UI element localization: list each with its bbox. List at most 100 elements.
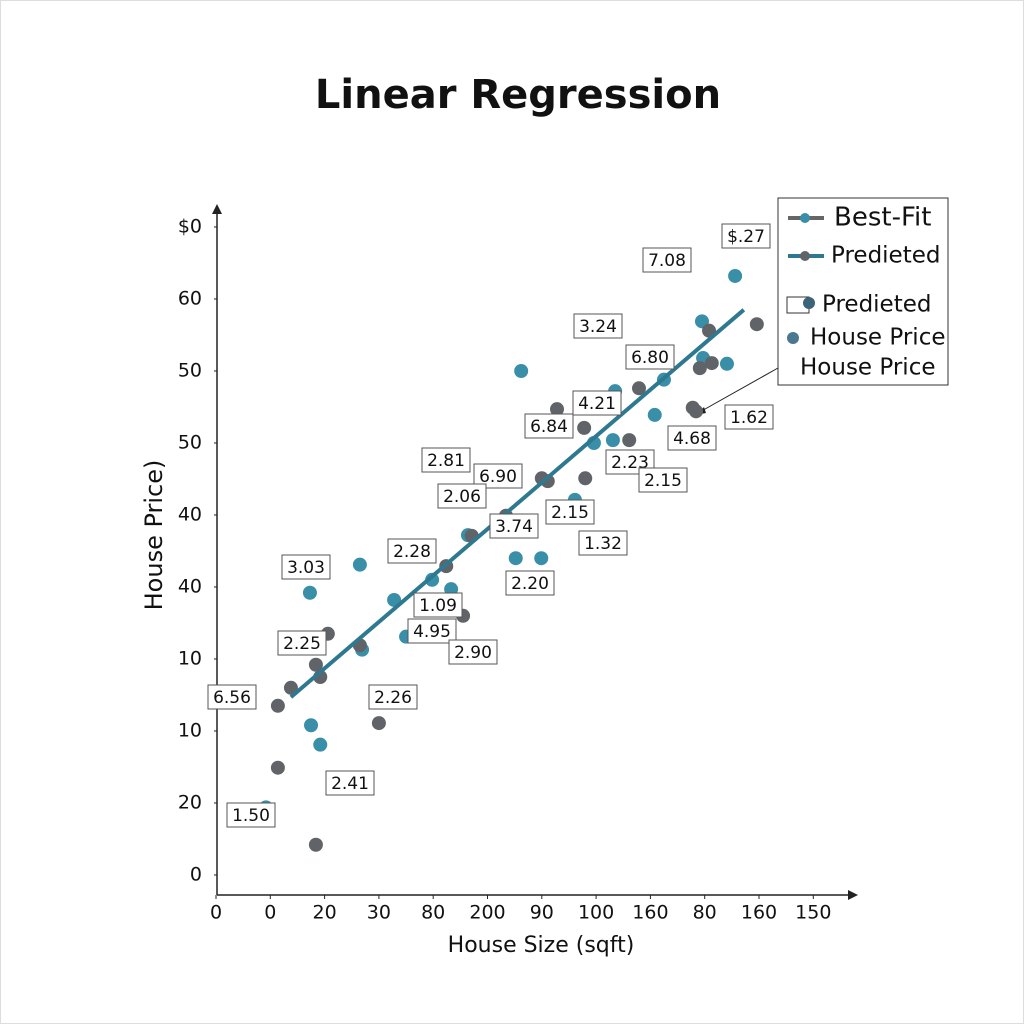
data-point — [534, 551, 549, 566]
legend-label: House Price — [810, 325, 946, 351]
annotation-box — [489, 513, 539, 539]
data-point — [270, 698, 285, 713]
annotation-box — [667, 425, 717, 451]
annotation: 2.41 — [331, 774, 369, 794]
annotation-box — [325, 770, 375, 796]
y-tick-label: 10 — [178, 648, 202, 670]
annotation: 2.25 — [283, 634, 321, 654]
annotation-box — [578, 530, 628, 556]
annotation: 6.56 — [213, 688, 251, 708]
annotation: 2.15 — [551, 503, 589, 523]
annotation-box — [573, 313, 623, 339]
y-tick-label: 10 — [178, 720, 202, 742]
data-point — [508, 551, 523, 566]
data-point — [692, 361, 707, 376]
data-point — [704, 356, 719, 371]
annotation-box — [638, 467, 688, 493]
data-point — [689, 404, 704, 419]
x-tick-label: 160 — [741, 902, 777, 924]
data-point — [352, 557, 367, 572]
x-tick-label: 80 — [421, 902, 445, 924]
x-tick-label: 0 — [264, 902, 276, 924]
y-tick-label: 20 — [178, 792, 202, 814]
data-point — [302, 585, 317, 600]
annotation-box — [625, 344, 675, 370]
data-point — [577, 420, 592, 435]
y-tick-label: 60 — [178, 288, 202, 310]
annotation-box — [572, 390, 622, 416]
annotation-box — [207, 684, 257, 710]
annotation: 3.03 — [287, 558, 325, 578]
data-point — [308, 657, 323, 672]
annotation-box — [277, 630, 327, 656]
annotation: 3.24 — [579, 317, 617, 337]
legend-swatch — [787, 332, 799, 344]
annotation: 2.26 — [374, 688, 412, 708]
legend-label: Predieted — [831, 243, 940, 269]
annotation: 4.21 — [578, 394, 616, 414]
y-tick-label: 40 — [178, 504, 202, 526]
annotation: 6.84 — [530, 417, 568, 437]
annotation: $.27 — [727, 227, 765, 247]
annotation: 2.06 — [443, 487, 481, 507]
annotation: 1.09 — [419, 596, 457, 616]
x-tick-label: 200 — [469, 902, 505, 924]
data-point — [728, 268, 743, 283]
x-tick-label: 80 — [693, 902, 717, 924]
legend-label: House Price — [800, 355, 936, 381]
annotation-box — [524, 413, 574, 439]
legend-swatch — [800, 213, 810, 223]
annotation-box — [413, 592, 463, 618]
x-tick-label: 150 — [795, 902, 831, 924]
data-point — [550, 402, 565, 417]
best-fit-line — [289, 308, 746, 699]
legend-swatch — [803, 297, 815, 309]
data-point — [425, 572, 440, 587]
annotation-box — [387, 538, 437, 564]
chart-title: Linear Regression — [315, 72, 721, 118]
y-tick-label: 0 — [190, 864, 202, 886]
annotation: 2.28 — [393, 542, 431, 562]
annotation-box — [724, 404, 774, 430]
x-axis-arrow — [848, 890, 858, 900]
data-point — [605, 433, 620, 448]
annotation-box — [437, 483, 487, 509]
data-point — [283, 680, 298, 695]
x-tick-label: 20 — [313, 902, 337, 924]
data-point — [313, 737, 328, 752]
legend-label: Best-Fit — [834, 203, 931, 233]
legend-label: Predieted — [822, 292, 931, 318]
y-tick-label: 50 — [178, 360, 202, 382]
y-axis-label: House Price) — [140, 460, 168, 611]
data-point — [304, 718, 319, 733]
data-point — [749, 317, 764, 332]
x-tick-label: 0 — [210, 902, 222, 924]
annotation-box — [368, 684, 418, 710]
annotation: 2.81 — [427, 451, 465, 471]
annotation: 1.32 — [584, 534, 622, 554]
data-point — [371, 716, 386, 731]
annotation-box — [505, 570, 555, 596]
x-tick-label: 160 — [632, 902, 668, 924]
annotation: 4.95 — [413, 622, 451, 642]
data-point — [540, 474, 555, 489]
legend-arrow — [697, 367, 779, 414]
data-point — [647, 407, 662, 422]
y-tick-label: $0 — [178, 216, 202, 238]
annotation-box — [421, 447, 471, 473]
annotation-box — [545, 499, 595, 525]
annotation: 4.68 — [673, 429, 711, 449]
annotation: 6.80 — [631, 348, 669, 368]
data-point — [719, 356, 734, 371]
x-tick-label: 30 — [367, 902, 391, 924]
annotation-box — [281, 554, 331, 580]
annotation-box — [448, 639, 498, 665]
y-tick-label: 40 — [178, 576, 202, 598]
annotation: 2.90 — [454, 643, 492, 663]
data-point — [270, 760, 285, 775]
annotation-box — [721, 223, 771, 249]
annotation: 6.90 — [479, 467, 517, 487]
annotation: 2.20 — [511, 574, 549, 594]
annotation-box — [226, 802, 276, 828]
